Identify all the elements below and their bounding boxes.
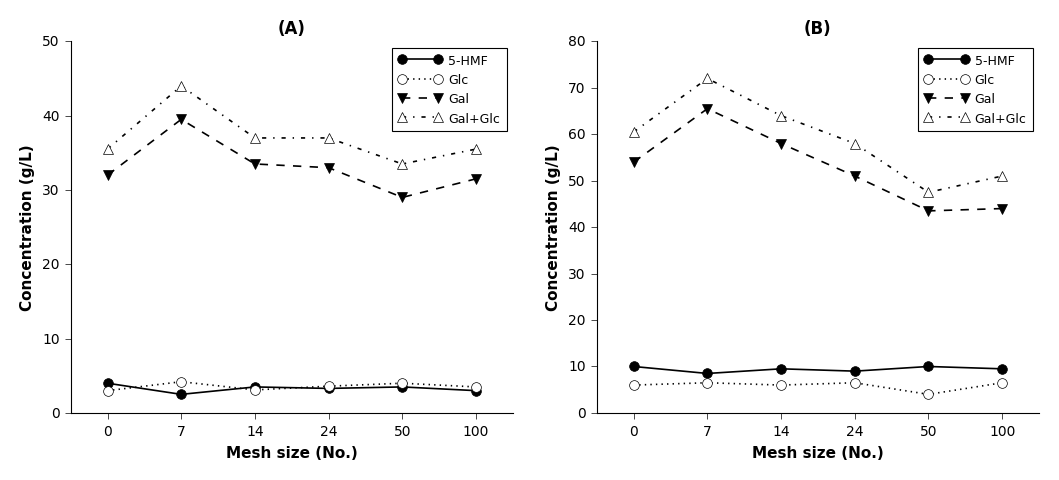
Legend: 5-HMF, Glc, Gal, Gal+Glc: 5-HMF, Glc, Gal, Gal+Glc — [918, 48, 1033, 132]
Glc — [848, 380, 861, 386]
Gal+Glc — [627, 130, 640, 135]
Line: 5-HMF: 5-HMF — [629, 362, 1007, 379]
Gal+Glc — [396, 162, 409, 168]
5-HMF — [249, 384, 262, 390]
Line: Glc: Glc — [103, 377, 481, 396]
5-HMF — [175, 392, 187, 397]
Gal — [322, 166, 335, 171]
Y-axis label: Concentration (g/L): Concentration (g/L) — [20, 144, 35, 311]
Line: Gal+Glc: Gal+Glc — [629, 74, 1007, 198]
Glc — [775, 383, 788, 388]
Glc — [701, 380, 714, 386]
Gal+Glc — [848, 141, 861, 147]
Gal — [701, 107, 714, 112]
5-HMF — [775, 366, 788, 372]
Line: Gal: Gal — [629, 105, 1007, 216]
Glc — [922, 392, 935, 397]
Glc — [995, 380, 1008, 386]
Gal — [627, 160, 640, 166]
Gal+Glc — [102, 147, 114, 153]
Glc — [175, 379, 187, 385]
Gal — [175, 117, 187, 123]
Gal — [922, 209, 935, 215]
Title: (A): (A) — [277, 20, 306, 38]
Gal+Glc — [775, 114, 788, 120]
5-HMF — [396, 384, 409, 390]
Gal+Glc — [701, 76, 714, 82]
5-HMF — [102, 381, 114, 386]
5-HMF — [322, 386, 335, 392]
5-HMF — [995, 366, 1008, 372]
Line: Glc: Glc — [629, 378, 1007, 399]
Gal — [396, 195, 409, 201]
Gal+Glc — [995, 174, 1008, 180]
5-HMF — [469, 388, 482, 394]
Legend: 5-HMF, Glc, Gal, Gal+Glc: 5-HMF, Glc, Gal, Gal+Glc — [392, 48, 506, 132]
Glc — [102, 388, 114, 394]
Glc — [469, 384, 482, 390]
5-HMF — [922, 364, 935, 370]
5-HMF — [701, 371, 714, 377]
Y-axis label: Concentration (g/L): Concentration (g/L) — [546, 144, 561, 311]
Glc — [627, 383, 640, 388]
Glc — [396, 381, 409, 386]
Gal+Glc — [175, 84, 187, 90]
Gal — [102, 173, 114, 179]
Gal — [249, 162, 262, 168]
5-HMF — [627, 364, 640, 370]
Line: 5-HMF: 5-HMF — [103, 379, 481, 399]
Gal — [995, 206, 1008, 212]
Glc — [249, 387, 262, 393]
Gal — [469, 177, 482, 182]
X-axis label: Mesh size (No.): Mesh size (No.) — [752, 445, 884, 460]
Gal+Glc — [922, 190, 935, 196]
Gal — [775, 141, 788, 147]
Glc — [322, 384, 335, 389]
5-HMF — [848, 369, 861, 374]
X-axis label: Mesh size (No.): Mesh size (No.) — [226, 445, 358, 460]
Gal+Glc — [249, 136, 262, 142]
Line: Gal: Gal — [103, 115, 481, 203]
Line: Gal+Glc: Gal+Glc — [103, 82, 481, 169]
Gal+Glc — [322, 136, 335, 142]
Title: (B): (B) — [804, 20, 831, 38]
Gal — [848, 174, 861, 180]
Gal+Glc — [469, 147, 482, 153]
